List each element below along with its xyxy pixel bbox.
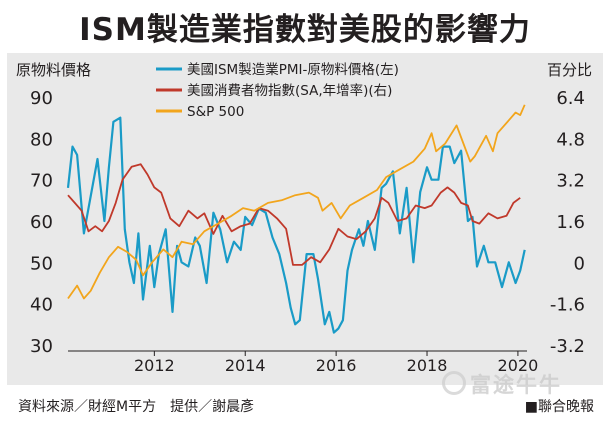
- legend-label: 美國ISM製造業PMI-原物料價格(左): [187, 62, 399, 78]
- x-tick-label: 2016: [316, 356, 357, 375]
- bull-logo-icon: [442, 371, 466, 395]
- left-axis-title: 原物料價格: [16, 61, 91, 79]
- right-tick-label: 6.4: [556, 88, 585, 109]
- x-tick-label: 2012: [134, 356, 175, 375]
- right-tick-label: 4.8: [556, 129, 585, 150]
- chart-area: [7, 53, 603, 385]
- series-line: [67, 104, 526, 300]
- x-tick-label: 2014: [225, 356, 266, 375]
- x-tick-label: 2020: [498, 356, 539, 375]
- legend-label: 美國消費者物指數(SA,年增率)(右): [187, 82, 392, 99]
- left-tick-label: 60: [30, 212, 53, 233]
- right-tick-label: -1.6: [550, 295, 585, 316]
- left-tick-label: 70: [30, 171, 53, 192]
- right-axis-title: 百分比: [547, 61, 592, 79]
- watermark-text: 富途牛牛: [470, 373, 562, 397]
- left-tick-label: 80: [30, 129, 53, 150]
- series-line: [67, 163, 521, 266]
- right-tick-label: 3.2: [556, 171, 585, 192]
- source-note: 資料來源／財經M平方 提供／謝晨彥: [18, 399, 255, 415]
- left-tick-label: 40: [30, 295, 53, 316]
- left-tick-label: 50: [30, 253, 53, 274]
- right-tick-label: 0: [574, 253, 585, 274]
- x-tick-label: 2018: [407, 356, 448, 375]
- right-tick-label: 1.6: [556, 212, 585, 233]
- watermark: 富途牛牛: [442, 369, 562, 399]
- left-tick-label: 30: [30, 336, 53, 357]
- legend-label: S&P 500: [187, 104, 244, 120]
- chart-title: ISM製造業指數對美股的影響力: [79, 11, 531, 48]
- series-line: [66, 116, 526, 334]
- title-bar: ISM製造業指數對美股的影響力: [0, 0, 610, 52]
- left-tick-label: 90: [30, 88, 53, 109]
- right-tick-label: -3.2: [550, 336, 585, 357]
- publisher-credit: ■聯合晚報: [524, 399, 594, 415]
